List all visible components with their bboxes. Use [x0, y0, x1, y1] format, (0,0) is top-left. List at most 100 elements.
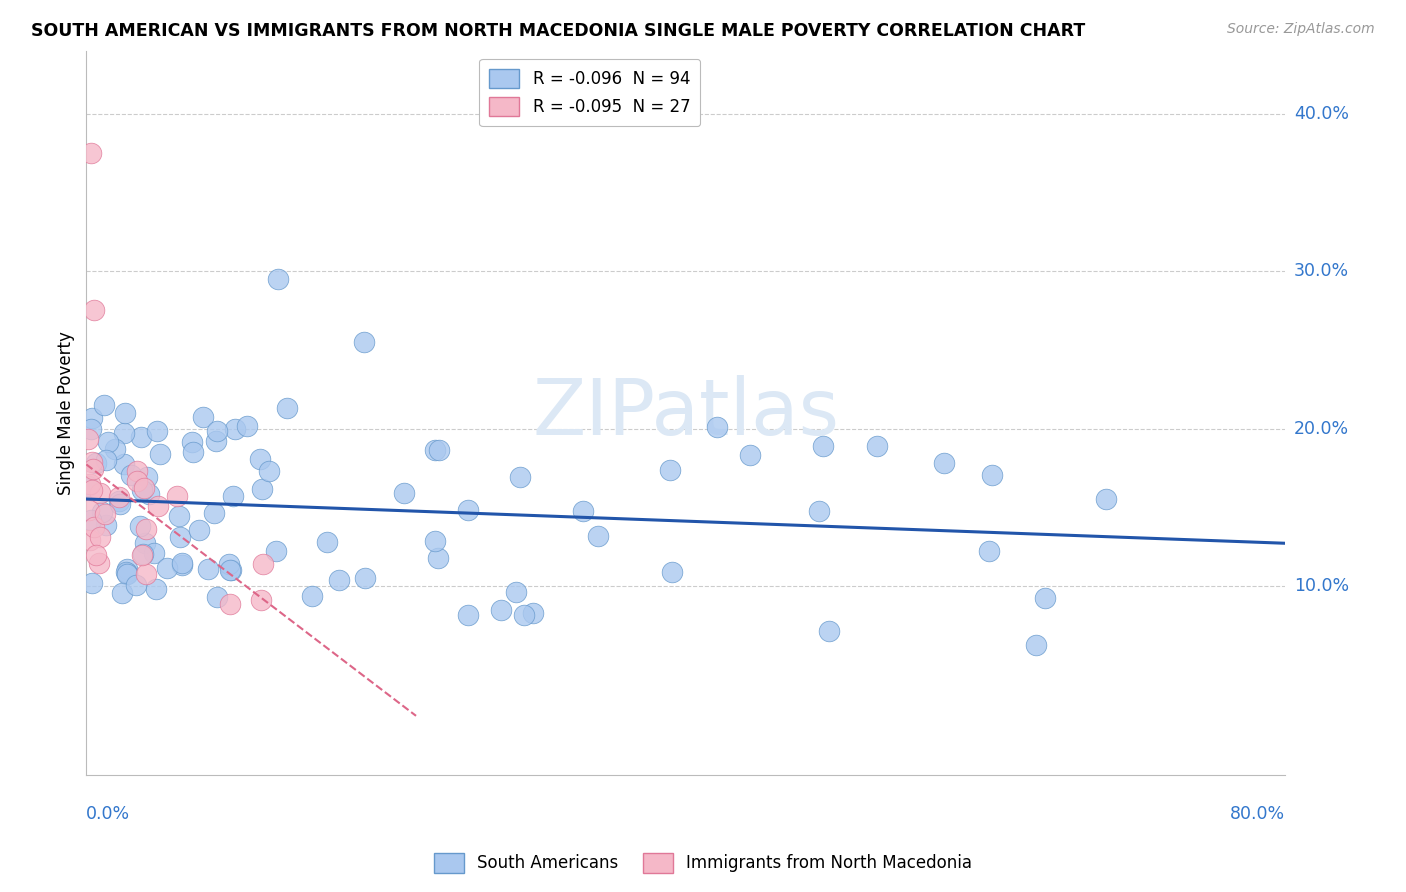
Point — [138, 486, 160, 500]
Point — [250, 482, 273, 496]
Point — [135, 522, 157, 536]
Point — [131, 483, 153, 498]
Point — [114, 565, 136, 579]
Text: Source: ZipAtlas.com: Source: ZipAtlas.com — [1227, 22, 1375, 37]
Point — [108, 494, 131, 508]
Point — [80, 422, 103, 436]
Point — [266, 544, 288, 558]
Point — [866, 439, 889, 453]
Point — [80, 454, 103, 468]
Point — [135, 470, 157, 484]
Point — [426, 550, 449, 565]
Point — [979, 543, 1001, 558]
Text: 30.0%: 30.0% — [1294, 262, 1348, 280]
Text: 0.0%: 0.0% — [86, 805, 131, 823]
Point — [522, 606, 544, 620]
Point — [202, 507, 225, 521]
Legend: R = -0.096  N = 94, R = -0.095  N = 27: R = -0.096 N = 94, R = -0.095 N = 27 — [479, 59, 700, 126]
Point — [257, 463, 280, 477]
Point — [572, 503, 595, 517]
Point — [509, 470, 531, 484]
Point — [135, 567, 157, 582]
Point — [131, 548, 153, 562]
Text: ZIPatlas: ZIPatlas — [533, 375, 839, 450]
Point — [328, 573, 350, 587]
Point — [132, 481, 155, 495]
Point — [205, 434, 228, 448]
Text: SOUTH AMERICAN VS IMMIGRANTS FROM NORTH MACEDONIA SINGLE MALE POVERTY CORRELATIO: SOUTH AMERICAN VS IMMIGRANTS FROM NORTH … — [31, 22, 1085, 40]
Point — [205, 424, 228, 438]
Point — [79, 476, 101, 491]
Point — [80, 576, 103, 591]
Point — [813, 439, 835, 453]
Point — [167, 509, 190, 524]
Point — [181, 435, 204, 450]
Point — [125, 578, 148, 592]
Point — [250, 592, 273, 607]
Point — [87, 556, 110, 570]
Legend: South Americans, Immigrants from North Macedonia: South Americans, Immigrants from North M… — [427, 847, 979, 880]
Point — [112, 457, 135, 471]
Point — [80, 483, 103, 497]
Point — [218, 557, 240, 571]
Point — [111, 585, 134, 599]
Point — [276, 401, 298, 415]
Point — [146, 424, 169, 438]
Point — [236, 419, 259, 434]
Point — [222, 489, 245, 503]
Point — [149, 447, 172, 461]
Point — [114, 406, 136, 420]
Point — [221, 563, 243, 577]
Point — [316, 534, 339, 549]
Point — [83, 520, 105, 534]
Point — [134, 536, 156, 550]
Point — [89, 486, 111, 500]
Point — [77, 479, 100, 493]
Point — [117, 566, 139, 580]
Point — [392, 486, 415, 500]
Point — [423, 442, 446, 457]
Point — [91, 505, 114, 519]
Point — [79, 533, 101, 548]
Point — [170, 558, 193, 572]
Point — [172, 556, 194, 570]
Point — [89, 530, 111, 544]
Point — [1094, 492, 1116, 507]
Point — [145, 582, 167, 597]
Point — [457, 502, 479, 516]
Point — [143, 546, 166, 560]
Point — [249, 451, 271, 466]
Point — [129, 519, 152, 533]
Point — [96, 518, 118, 533]
Point — [658, 463, 681, 477]
Point — [77, 432, 100, 446]
Point — [129, 430, 152, 444]
Point — [125, 464, 148, 478]
Text: 40.0%: 40.0% — [1294, 104, 1348, 123]
Point — [353, 334, 375, 349]
Point — [457, 608, 479, 623]
Point — [191, 410, 214, 425]
Point — [808, 504, 831, 518]
Point — [104, 442, 127, 457]
Point — [115, 562, 138, 576]
Point — [84, 456, 107, 470]
Point — [131, 547, 153, 561]
Point — [205, 590, 228, 604]
Point — [166, 489, 188, 503]
Point — [80, 146, 103, 161]
Text: 10.0%: 10.0% — [1294, 577, 1348, 595]
Point — [513, 608, 536, 623]
Point — [187, 524, 209, 538]
Point — [224, 422, 246, 436]
Point — [117, 567, 139, 582]
Point — [146, 500, 169, 514]
Point — [267, 272, 290, 286]
Point — [169, 530, 191, 544]
Point — [354, 571, 377, 585]
Point — [108, 497, 131, 511]
Point — [706, 420, 728, 434]
Point — [586, 529, 609, 543]
Y-axis label: Single Male Poverty: Single Male Poverty — [58, 331, 75, 495]
Point — [120, 467, 142, 482]
